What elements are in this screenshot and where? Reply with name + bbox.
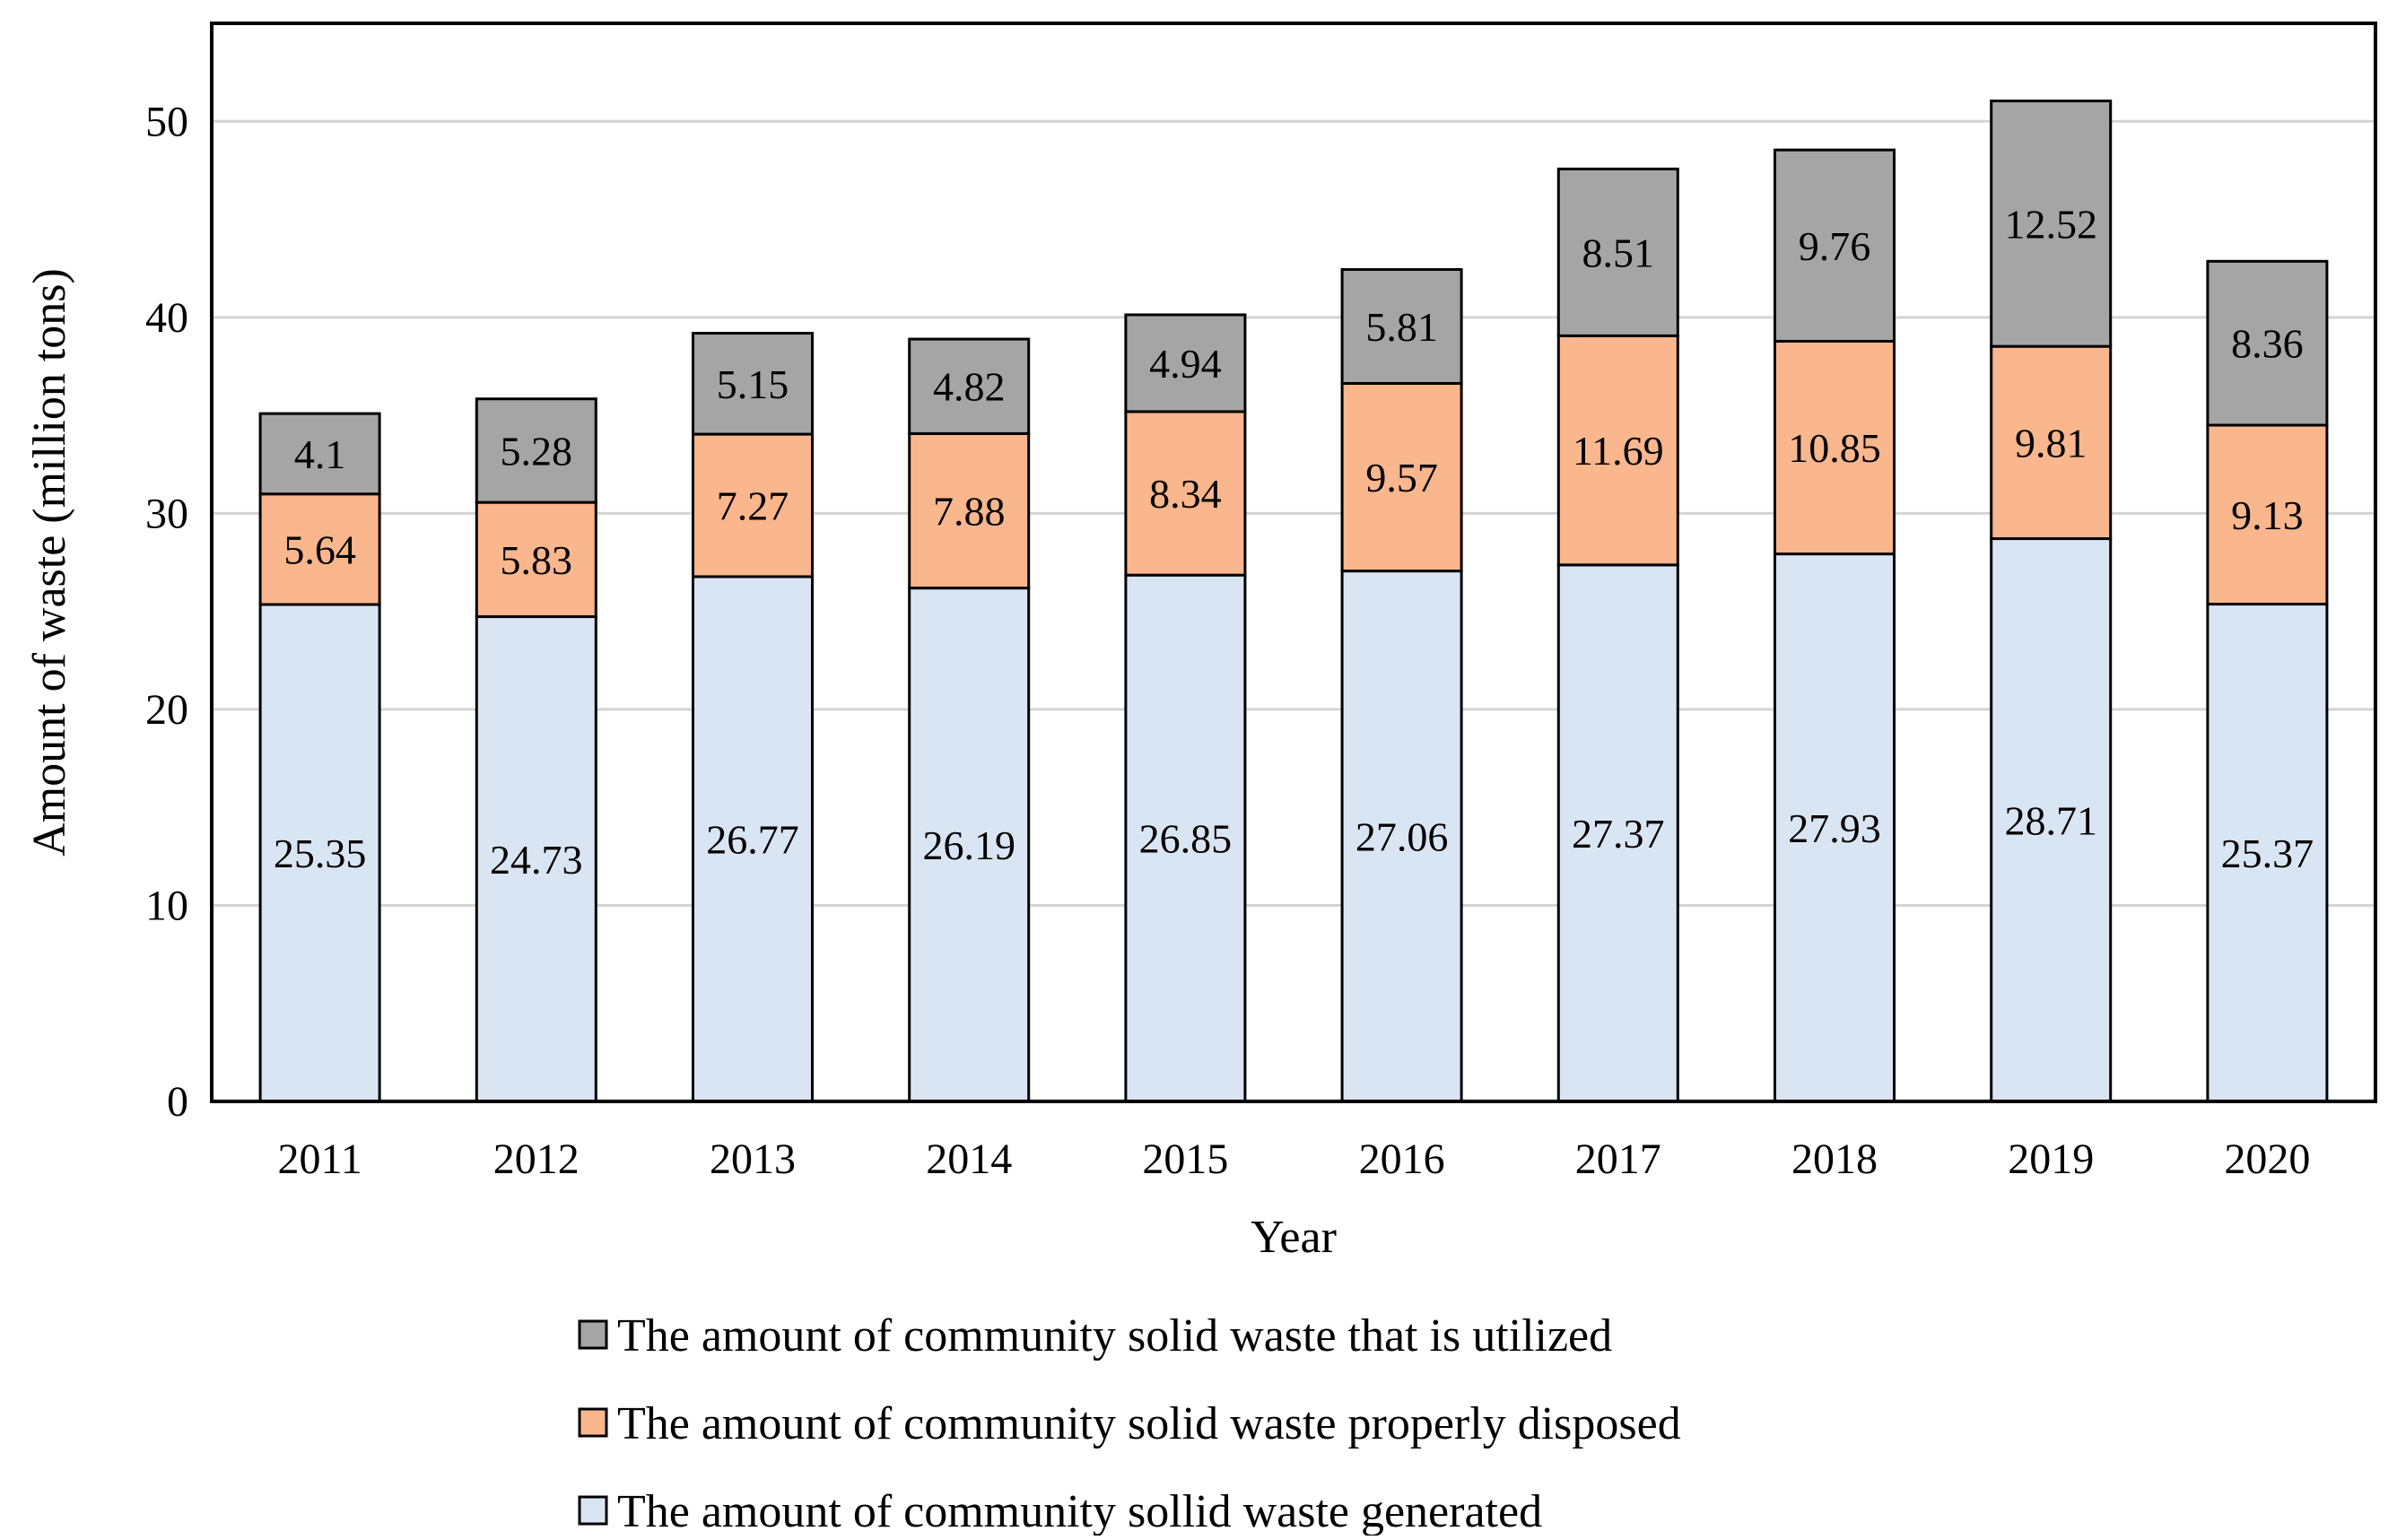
plot-frame xyxy=(210,22,2377,1103)
x-tick-label: 2013 xyxy=(710,1135,796,1183)
data-label: 5.83 xyxy=(501,537,573,583)
data-label: 12.52 xyxy=(2004,201,2097,247)
bar-segment xyxy=(1340,570,1463,1103)
bar-segment xyxy=(1556,563,1679,1103)
data-label: 5.28 xyxy=(501,428,573,474)
bar-segment xyxy=(258,492,381,606)
x-tick-label: 2011 xyxy=(277,1135,362,1183)
x-tick-label: 2015 xyxy=(1142,1135,1228,1183)
bar-segment xyxy=(2206,423,2329,606)
bar-segment xyxy=(258,603,381,1103)
bars xyxy=(258,100,2329,1103)
y-tick-label: 20 xyxy=(145,686,188,734)
data-label: 9.57 xyxy=(1365,455,1438,500)
data-label: 8.34 xyxy=(1149,471,1222,517)
x-tick-label: 2019 xyxy=(2008,1135,2094,1183)
data-label: 24.73 xyxy=(490,837,583,883)
bar-segment xyxy=(1556,334,1679,567)
data-label: 28.71 xyxy=(2004,797,2097,843)
data-label: 27.37 xyxy=(1572,811,1665,857)
y-tick-label: 40 xyxy=(145,294,188,342)
bar-segment xyxy=(1124,313,1247,413)
data-label: 8.36 xyxy=(2231,321,2304,367)
legend-label: The amount of community solid waste prop… xyxy=(617,1398,1681,1449)
bar-segment xyxy=(1774,552,1896,1103)
legend-label: The amount of community sollid waste gen… xyxy=(617,1486,1542,1536)
bar-segment xyxy=(1124,410,1247,577)
bar-segment xyxy=(1556,167,1679,337)
data-label: 26.85 xyxy=(1139,816,1233,862)
data-label: 25.35 xyxy=(274,831,367,876)
data-label: 9.76 xyxy=(1799,223,1871,269)
x-tick-label: 2016 xyxy=(1359,1135,1445,1183)
x-tick-label: 2018 xyxy=(1791,1135,1878,1183)
bar-segment xyxy=(475,397,597,504)
y-tick-label: 50 xyxy=(145,98,188,145)
bar-segment xyxy=(1774,339,1896,556)
data-label: 5.15 xyxy=(717,361,789,407)
data-labels: 25.35 5.64 4.1 24.73 5.83 5.28 26.77 7.27 5.15 26… xyxy=(274,201,2314,882)
bar-segment xyxy=(1990,537,2113,1103)
bar-segment xyxy=(1340,267,1463,385)
data-label: 26.77 xyxy=(706,816,799,862)
data-label: 10.85 xyxy=(1788,425,1881,471)
bar-segment xyxy=(1990,344,2113,541)
bar-segment xyxy=(1124,573,1247,1103)
data-label: 9.13 xyxy=(2231,492,2304,538)
bar-segment xyxy=(2206,259,2329,427)
y-tick-label: 10 xyxy=(145,882,188,929)
legend-swatch xyxy=(578,1495,608,1526)
data-label: 4.94 xyxy=(1149,341,1222,387)
x-tick-label: 2014 xyxy=(926,1135,1012,1183)
y-axis-title: Amount of waste (million tons) xyxy=(24,268,75,857)
x-tick-label: 2017 xyxy=(1575,1135,1661,1183)
bar-segment xyxy=(908,337,1031,435)
bar-segment xyxy=(1774,148,1896,343)
data-label: 27.93 xyxy=(1788,805,1881,851)
bar-segment xyxy=(1340,381,1463,573)
bar-segment xyxy=(2206,603,2329,1103)
data-label: 4.1 xyxy=(294,431,346,477)
x-tick-label: 2012 xyxy=(493,1135,580,1183)
data-label: 11.69 xyxy=(1573,428,1664,474)
bar-segment xyxy=(692,332,814,436)
data-label: 25.37 xyxy=(2221,831,2314,876)
data-label: 9.81 xyxy=(2015,420,2088,465)
legend-label: The amount of community solid waste that… xyxy=(617,1310,1612,1362)
data-label: 8.51 xyxy=(1582,230,1655,275)
y-tick-label: 0 xyxy=(167,1078,188,1126)
data-label: 5.64 xyxy=(283,526,356,572)
bar-segment xyxy=(908,587,1031,1103)
x-tick-label: 2020 xyxy=(2224,1135,2310,1183)
bar-segment xyxy=(1990,100,2113,348)
legend-swatch xyxy=(578,1407,608,1438)
data-label: 27.06 xyxy=(1355,814,1449,859)
axes: 0 10 20 30 40 50 2011 2012 2013 2014 2015 2016 2017 2… xyxy=(145,22,2377,1183)
y-tick-label: 30 xyxy=(145,490,188,537)
legend-swatch xyxy=(578,1319,608,1350)
bar-segment xyxy=(692,575,814,1103)
data-label: 26.19 xyxy=(922,822,1015,868)
data-label: 7.27 xyxy=(717,483,789,529)
data-label: 7.88 xyxy=(933,489,1006,535)
data-label: 4.82 xyxy=(933,364,1006,410)
legend: The amount of community solid waste that… xyxy=(578,1310,1681,1537)
data-label: 5.81 xyxy=(1365,304,1438,350)
x-axis-title: Year xyxy=(1251,1212,1337,1263)
bar-segment xyxy=(258,412,381,496)
bar-segment xyxy=(692,432,814,579)
